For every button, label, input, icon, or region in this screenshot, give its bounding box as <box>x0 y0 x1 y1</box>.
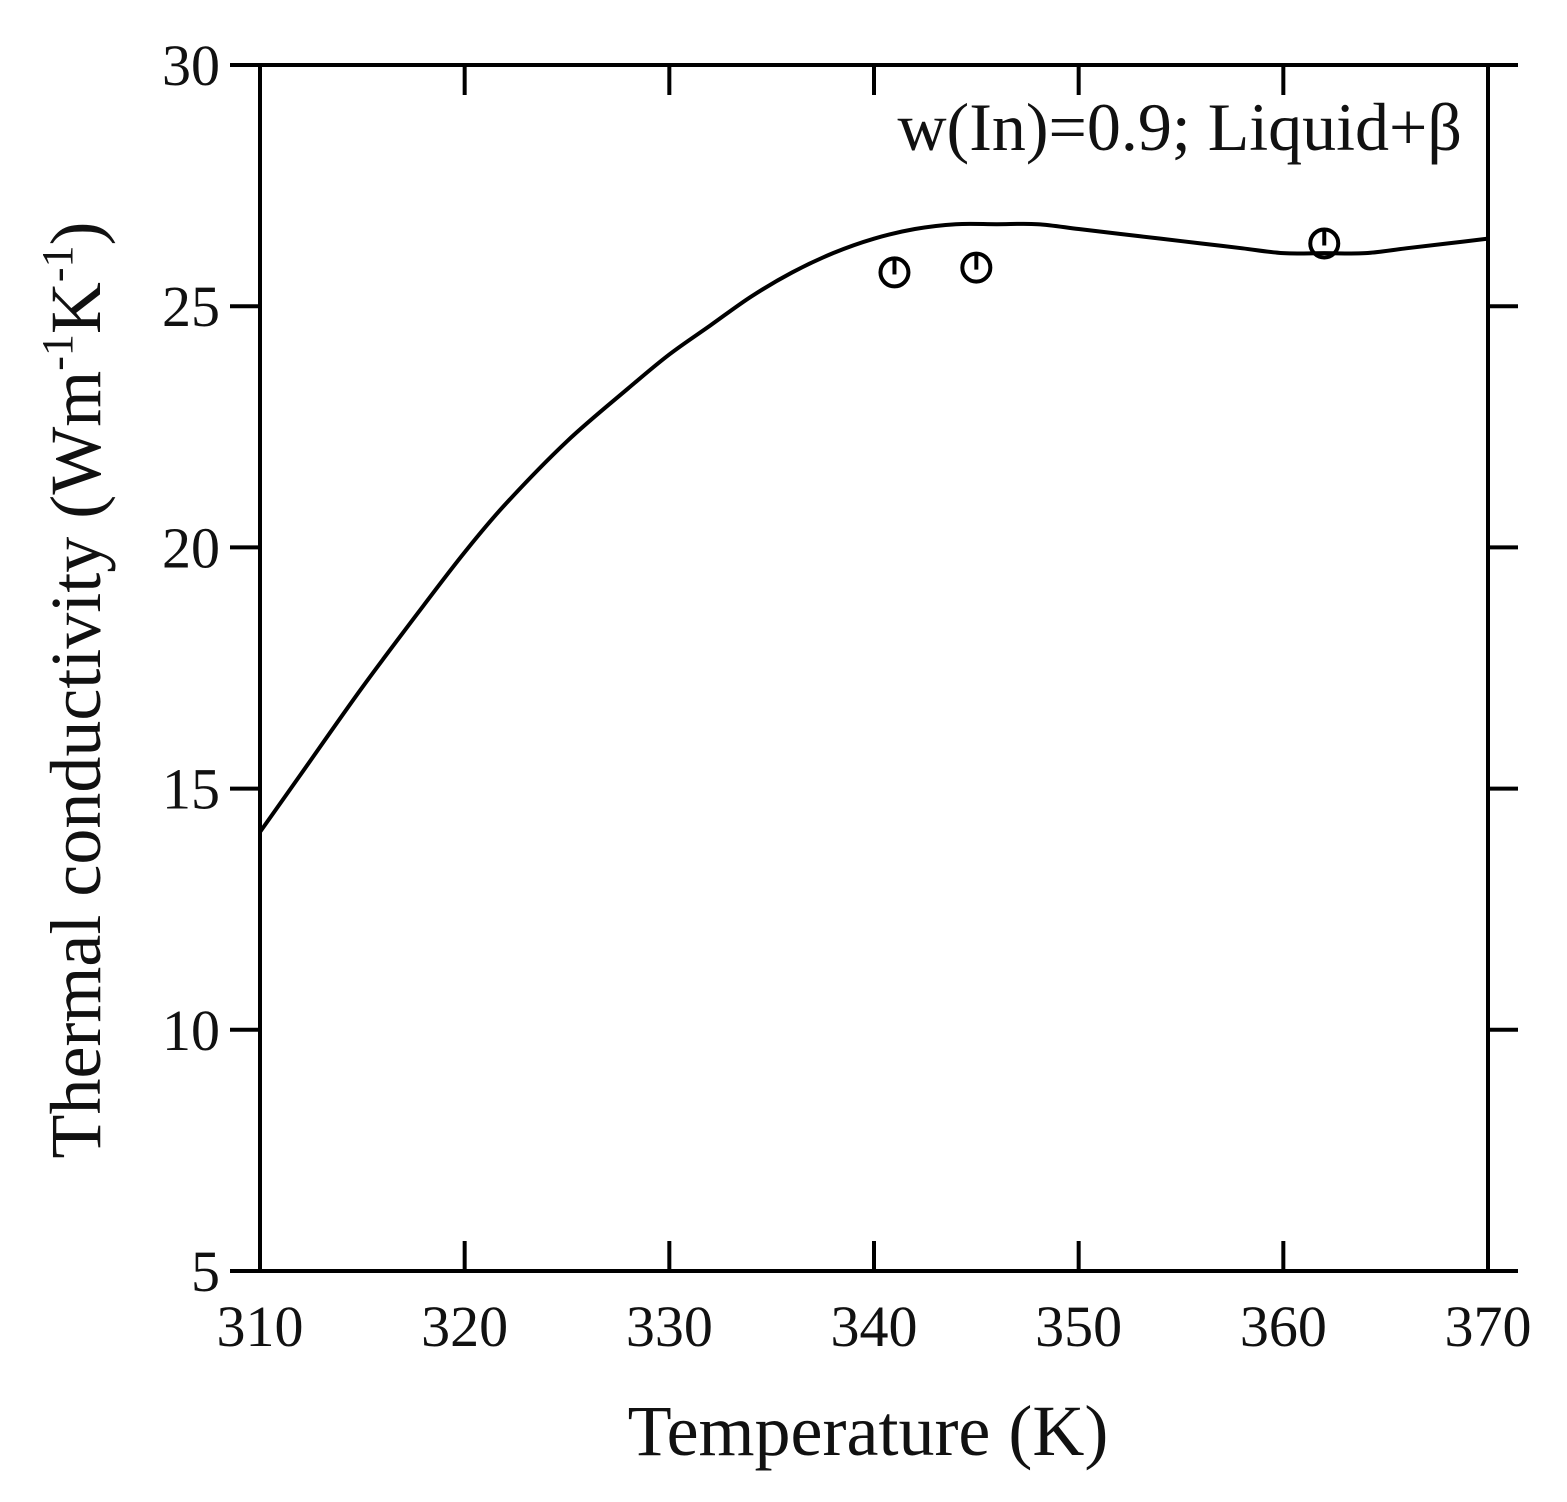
plot-frame <box>258 63 1490 1273</box>
axis-ticks <box>230 63 1518 1273</box>
y-tick-label: 10 <box>162 998 220 1063</box>
x-tick-label: 370 <box>1445 1294 1532 1359</box>
scatter-point <box>960 251 993 284</box>
tick-labels: 310 320 330 340 350 360 370 5 10 15 20 25 30 <box>162 33 1532 1359</box>
y-axis-label-sup1: -1 <box>33 334 82 371</box>
x-tick-label: 340 <box>831 1294 918 1359</box>
series-line <box>258 221 1489 834</box>
annotation: w(In)=0.9; Liquid+β <box>897 89 1462 165</box>
y-tick-label: 30 <box>162 33 220 98</box>
y-tick-label: 15 <box>162 757 220 822</box>
x-tick-label: 310 <box>217 1294 304 1359</box>
y-tick-label: 5 <box>191 1239 220 1304</box>
y-axis-label-prefix: Thermal conductivity (Wm <box>36 371 116 1159</box>
x-axis-label: Temperature (K) <box>628 1391 1109 1471</box>
x-tick-label: 350 <box>1035 1294 1122 1359</box>
x-tick-label: 330 <box>626 1294 713 1359</box>
x-tick-label: 320 <box>421 1294 508 1359</box>
scatter-point <box>1308 227 1341 260</box>
y-tick-label: 20 <box>162 515 220 580</box>
y-tick-label: 25 <box>162 274 220 339</box>
x-tick-label: 360 <box>1240 1294 1327 1359</box>
scatter-point <box>878 256 911 289</box>
y-axis-label-suffix: ) <box>36 221 116 245</box>
y-axis-label-sup2: -1 <box>33 245 82 282</box>
y-axis-label-middle: K <box>36 282 116 334</box>
y-axis-label: Thermal conductivity (Wm-1K-1) <box>33 221 116 1158</box>
series-layer <box>258 221 1489 834</box>
